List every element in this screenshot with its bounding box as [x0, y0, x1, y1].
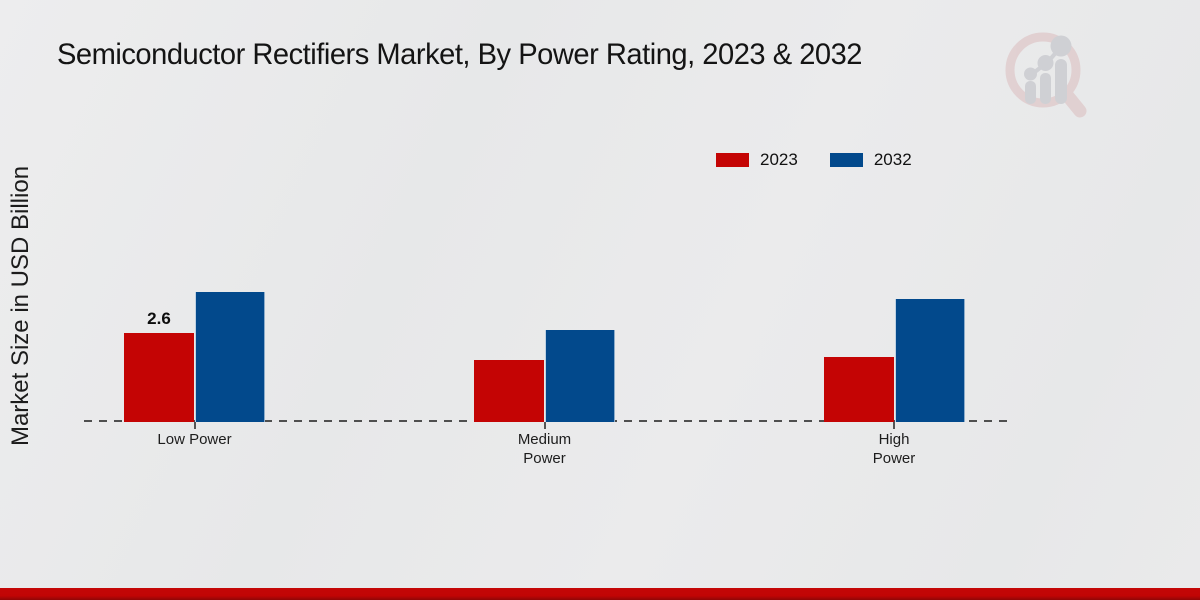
x-axis-tick — [193, 422, 196, 429]
category-label-high-power: High Power — [872, 431, 916, 467]
bar-value-label-2023-low-power: 2.6 — [147, 309, 171, 328]
legend-item-2023: 2023 — [716, 150, 798, 170]
legend-label-2032: 2032 — [873, 150, 912, 169]
growth-bars-icon — [1024, 35, 1072, 104]
bar-2032-high-power — [894, 299, 965, 422]
legend-swatch-2032 — [829, 153, 863, 167]
bar-2032-medium-power — [545, 330, 615, 422]
legend-item-2032: 2032 — [829, 150, 912, 170]
x-axis-tick — [893, 422, 895, 429]
market-research-watermark-logo — [1005, 32, 1087, 118]
x-axis-tick — [543, 422, 546, 429]
legend-swatch-2023 — [716, 153, 749, 167]
legend-label-2023: 2023 — [760, 150, 798, 169]
bar-2023-medium-power — [474, 360, 544, 422]
legend: 2023 2032 — [716, 150, 912, 170]
footer-accent-bar — [0, 588, 1200, 600]
category-label-medium-power: Medium Power — [517, 431, 572, 467]
bar-2023-low-power — [124, 333, 194, 422]
magnifier-handle-icon — [1060, 88, 1087, 118]
bar-2032-low-power — [195, 292, 265, 422]
bar-2023-high-power — [823, 357, 894, 422]
chart-title: Semiconductor Rectifiers Market, By Powe… — [57, 38, 863, 71]
category-label-low-power: Low Power — [157, 431, 232, 448]
